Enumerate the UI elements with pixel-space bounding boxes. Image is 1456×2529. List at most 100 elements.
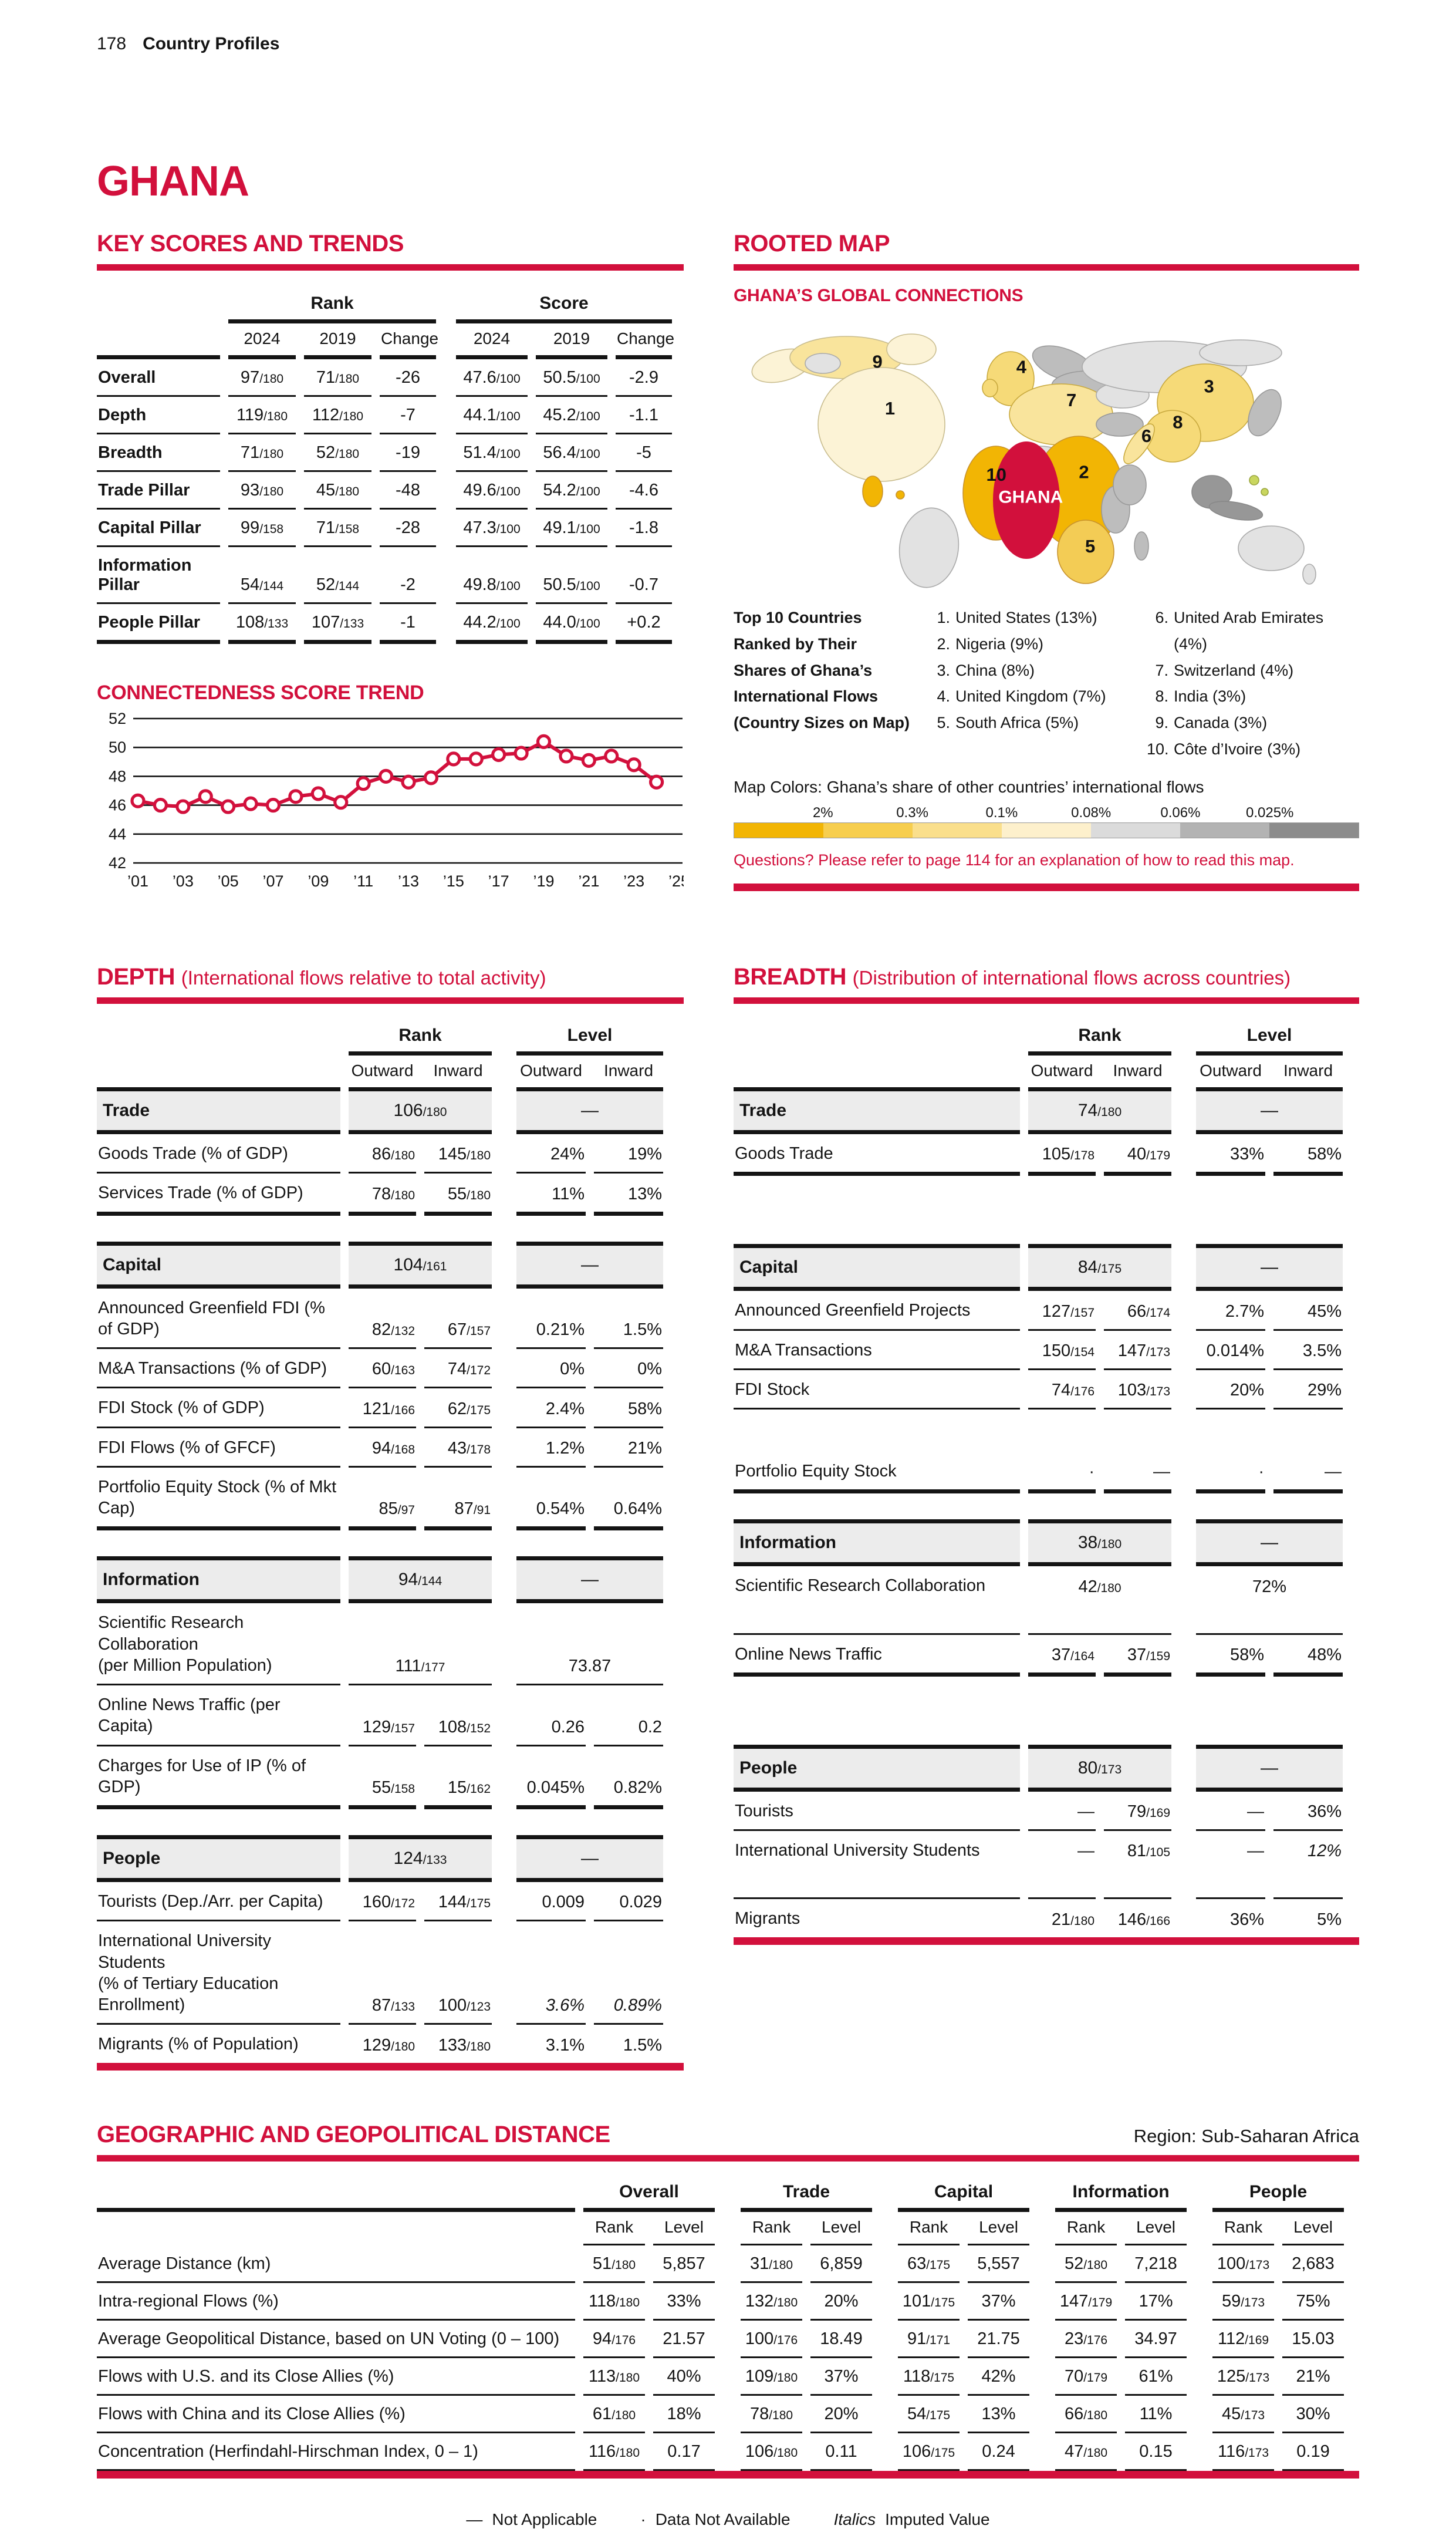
top10-legend: Top 10 Countries Ranked by Their Shares of… xyxy=(734,605,1359,763)
row-label: Average Distance (km) xyxy=(97,2245,575,2283)
scale-tick-label: 0.08% xyxy=(1071,804,1112,821)
spacer-row xyxy=(734,1218,1343,1244)
sub-column-header: Outward xyxy=(1031,1061,1093,1080)
rank-outward-value: 85/97 xyxy=(349,1468,416,1531)
level-inward-value: 45% xyxy=(1273,1291,1343,1331)
gap xyxy=(880,2358,890,2396)
top10-entry: 8. India (3%) xyxy=(1147,683,1358,710)
legend-symbol: · xyxy=(640,2510,646,2528)
rank-outward-value: 160/172 xyxy=(349,1882,416,1922)
top10-entry-rank: 2. xyxy=(937,635,950,653)
rank-value: 45/173 xyxy=(1212,2396,1275,2433)
rooted-map-title: ROOTED MAP xyxy=(734,231,890,257)
score-value: 49.8/100 xyxy=(456,547,528,604)
depth-title: DEPTH (International flows relative to t… xyxy=(97,964,546,990)
section-name: Information xyxy=(734,1519,1020,1567)
rank-inward-value: 79/169 xyxy=(1104,1792,1172,1831)
gap xyxy=(500,1746,508,1810)
key-scores-grid: Rank Score 2024 2019 Change 2024 2019 Change Ove… xyxy=(89,285,680,644)
country-blob xyxy=(1199,339,1282,366)
rank-value: 106/175 xyxy=(898,2433,960,2471)
spacer-row xyxy=(734,1493,1343,1519)
level-inward-value: 58% xyxy=(1273,1134,1343,1176)
section-rank: 104/161 xyxy=(349,1241,492,1289)
x-axis-tick-label: ’11 xyxy=(353,872,373,890)
table-row: Goods Trade 105/178 40/179 33% 58% xyxy=(734,1134,1343,1176)
level-value: 42% xyxy=(968,2358,1030,2396)
score-change-value: -1.8 xyxy=(616,510,672,547)
gap xyxy=(1180,1899,1188,1937)
row-label: Flows with China and its Close Allies (%… xyxy=(97,2396,575,2433)
scale-segment xyxy=(823,822,913,838)
x-axis-tick-label: ’03 xyxy=(173,872,194,890)
table-row: Flows with China and its Close Allies (%… xyxy=(97,2396,1344,2433)
level-value: 20% xyxy=(810,2396,873,2433)
data-point xyxy=(221,799,236,814)
gap xyxy=(1180,1566,1188,1634)
gap xyxy=(444,604,448,644)
color-scale: 2% 0.3% 0.1% 0.08% 0.06% 0.025% xyxy=(734,802,1359,838)
rank-value: 54/144 xyxy=(228,547,296,604)
country-blob xyxy=(1123,423,1155,464)
rank-outward-value: 105/178 xyxy=(1028,1134,1096,1176)
block-end-rule xyxy=(97,2062,684,2071)
score-value: 47.6/100 xyxy=(456,359,528,397)
table-row: Tourists —79/169—36% xyxy=(734,1792,1343,1831)
level-value: 18% xyxy=(653,2396,715,2433)
gap xyxy=(444,323,448,359)
gap xyxy=(723,2396,732,2433)
level-inward-value: 0.2 xyxy=(594,1685,664,1746)
data-point xyxy=(423,770,439,785)
top10-entry-text: United Arab Emirates (4%) xyxy=(1174,609,1324,653)
spacer-row xyxy=(734,1176,1343,1218)
row-label: Information Pillar xyxy=(97,547,220,604)
section-level: — xyxy=(1196,1244,1343,1292)
top10-entry: 6. United Arab Emirates (4%) xyxy=(1147,605,1358,657)
gap xyxy=(1180,1745,1188,1792)
section-header-row: Information 38/180 — xyxy=(734,1519,1343,1567)
rank-value: 118/175 xyxy=(898,2358,960,2396)
level-value: 15.03 xyxy=(1282,2321,1344,2358)
gap xyxy=(723,2433,732,2471)
data-point xyxy=(648,774,664,790)
top10-entry-rank: 6. xyxy=(1155,609,1168,626)
geo-section: GEOGRAPHIC AND GEOPOLITICAL DISTANCE Reg… xyxy=(97,2122,1359,2479)
section-level: — xyxy=(1196,1519,1343,1567)
top10-entry-rank: 9. xyxy=(1155,714,1168,732)
level-value: 11% xyxy=(1125,2396,1187,2433)
x-axis-tick-label: ’21 xyxy=(578,872,599,890)
section-rule xyxy=(734,997,1359,1004)
scale-segment xyxy=(1091,822,1180,838)
level-value: 5,557 xyxy=(968,2245,1030,2283)
x-axis-tick-label: ’19 xyxy=(533,872,554,890)
rank-change-value: -28 xyxy=(380,510,436,547)
trend-section: CONNECTEDNESS SCORE TREND 42 44 46 48 50 52 ’0… xyxy=(97,682,690,896)
gap xyxy=(1180,1370,1188,1410)
row-label: Services Trade (% of GDP) xyxy=(97,1174,340,1216)
legend-item: · Data Not Available xyxy=(640,2510,790,2529)
scale-tick-label: 0.025% xyxy=(1246,804,1294,821)
level-outward-value: — xyxy=(1196,1831,1266,1900)
row-label: Scientific Research Collaboration (per Mi… xyxy=(97,1603,340,1685)
level-value: 17% xyxy=(1125,2283,1187,2321)
top10-entry-text: Côte d’Ivoire (3%) xyxy=(1174,740,1301,758)
depth-column: DEPTH (International flows relative to t… xyxy=(97,965,684,2071)
score-value: 50.5/100 xyxy=(536,547,607,604)
level-value: 61% xyxy=(1125,2358,1187,2396)
rank-value: 70/179 xyxy=(1055,2358,1117,2396)
table-row: Migrants 21/180 146/166 36% 5% xyxy=(734,1899,1343,1937)
level-outward-value: 2.4% xyxy=(516,1388,586,1428)
score-value: 54.2/100 xyxy=(536,472,607,510)
rank-value: 91/171 xyxy=(898,2321,960,2358)
gap xyxy=(723,2283,732,2321)
table-row: Goods Trade (% of GDP) 86/180 145/180 24% 19… xyxy=(97,1134,664,1174)
score-change-value: -2.9 xyxy=(616,359,672,397)
section-gap xyxy=(734,1493,1343,1519)
map-rank-marker: 6 xyxy=(1141,426,1151,446)
rank-change-value: -7 xyxy=(380,397,436,434)
rank-value: 59/173 xyxy=(1212,2283,1275,2321)
country-blob xyxy=(1302,564,1316,585)
section-rank: 74/180 xyxy=(1028,1087,1172,1134)
level-inward-value: 48% xyxy=(1273,1635,1343,1677)
score-change-value: -0.7 xyxy=(616,547,672,604)
